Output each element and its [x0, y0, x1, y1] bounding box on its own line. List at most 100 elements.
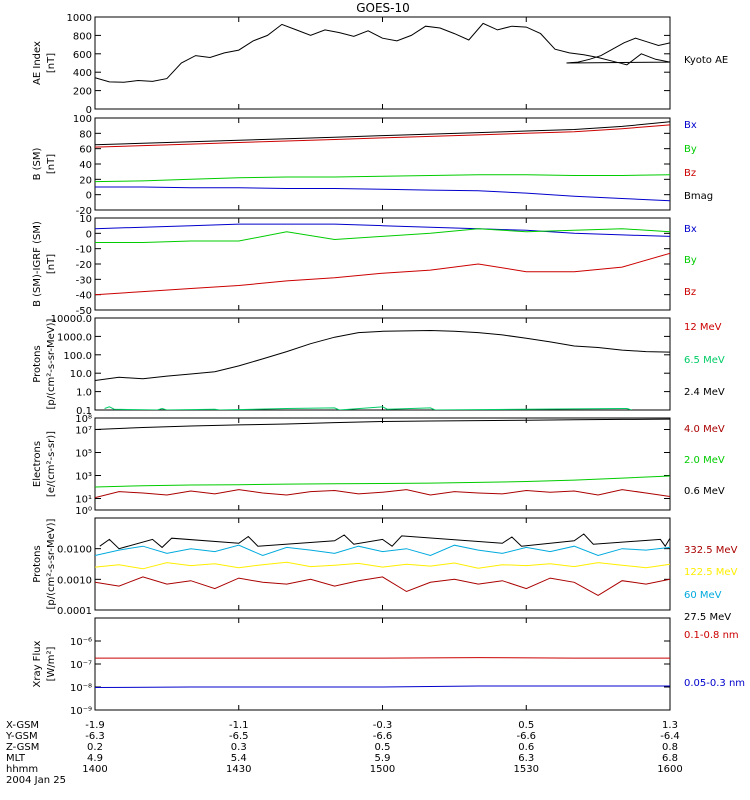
- legend-label: 2.0 MeV: [684, 455, 725, 466]
- y-axis-label: [e/(cm²-s-sr)]: [46, 431, 57, 497]
- y-tick-label: 10⁰: [75, 506, 92, 517]
- y-tick-label: 0: [86, 105, 92, 116]
- series-line: [95, 186, 670, 202]
- y-tick-label: 0: [86, 191, 92, 202]
- y-tick-label: 10⁻⁸: [70, 683, 92, 694]
- series-line: [95, 475, 670, 488]
- x-row-value: 4.9: [87, 753, 103, 764]
- chart-title: GOES-10: [356, 1, 410, 15]
- legend-label: Kyoto AE: [684, 55, 728, 66]
- legend-label: 60 MeV: [684, 590, 722, 601]
- series-line: [95, 223, 670, 237]
- x-row-value: -6.6: [516, 731, 536, 742]
- panel-frame: [94, 417, 671, 511]
- x-row-value: 1400: [82, 764, 107, 775]
- y-tick-label: 100: [73, 114, 92, 125]
- y-tick-label: 80: [79, 129, 92, 140]
- x-row-value: -1.9: [85, 720, 105, 731]
- y-tick-label: 10⁷: [75, 426, 92, 437]
- y-tick-label: 10.0: [70, 369, 92, 380]
- y-tick-label: 800: [73, 31, 92, 42]
- panel-frame: [94, 217, 671, 311]
- y-axis-label: Electrons: [32, 441, 43, 487]
- y-tick-label: 10: [79, 214, 92, 225]
- x-row-value: 0.5: [375, 742, 391, 753]
- x-row-value: 0.2: [87, 742, 103, 753]
- series-line: [95, 418, 670, 430]
- x-row-value: 1.3: [662, 720, 678, 731]
- x-row-label: hhmm: [6, 764, 38, 775]
- y-tick-label: 1000.0: [57, 332, 92, 343]
- x-row-value: 0.6: [518, 742, 534, 753]
- legend-label: By: [684, 144, 697, 155]
- panel-bsm: -20 0 20 40 60 80 100 B (SM) [nT] Bx By Bz Bmag: [32, 114, 713, 217]
- x-axis-table: X-GSM -1.9 -1.1 -0.3 0.5 1.3 Y-GSM -6.3 -6.5 -6.6…: [5, 720, 683, 786]
- panel-frame: [94, 617, 671, 711]
- y-tick-label: 10⁻⁷: [70, 660, 92, 671]
- x-row-value: 0.3: [231, 742, 247, 753]
- y-tick-label: 10⁻⁶: [70, 637, 92, 648]
- series-line: [95, 489, 670, 499]
- x-row-value: 0.5: [518, 720, 534, 731]
- y-tick-label: 10⁵: [75, 449, 92, 460]
- legend-label: 2.4 MeV: [684, 387, 725, 398]
- series-line: [95, 576, 670, 596]
- series-line: [95, 561, 670, 570]
- y-tick-label: -10: [76, 245, 92, 256]
- x-row-value: -0.3: [373, 720, 393, 731]
- series-line: [95, 544, 670, 557]
- y-tick-label: 10¹: [75, 495, 92, 506]
- x-row-value: -1.1: [229, 720, 249, 731]
- y-tick-label: 10000.0: [51, 314, 92, 325]
- y-tick-label: 40: [79, 160, 92, 171]
- y-tick-label: 0.0100: [57, 545, 92, 556]
- x-row-value: 6.3: [518, 753, 534, 764]
- series-line: [95, 252, 670, 296]
- legend-label: 122.5 MeV: [684, 567, 738, 578]
- y-tick-label: 0.1: [76, 406, 92, 417]
- y-axis-label: Xray Flux: [32, 640, 43, 687]
- y-tick-label: 0: [86, 229, 92, 240]
- y-tick-label: -20: [76, 206, 92, 217]
- series-line: [95, 685, 670, 688]
- series-line: [95, 657, 670, 659]
- legend-label: Bx: [684, 224, 697, 235]
- series-line: [95, 228, 670, 243]
- y-axis-label: B (SM): [32, 147, 43, 180]
- y-axis-label: [p/(cm²-s-sr-MeV)]: [46, 318, 57, 409]
- y-tick-label: -30: [76, 275, 92, 286]
- series-line: [95, 174, 670, 183]
- y-axis-label: [nT]: [46, 254, 57, 274]
- panel-protons_hi: 0.1 1.0 10.0 100.0 1000.0 10000.0 Protons [p/(c…: [32, 314, 725, 417]
- legend-label: 6.5 MeV: [684, 355, 725, 366]
- x-row-value: 1600: [657, 764, 682, 775]
- x-row-value: -6.6: [373, 731, 393, 742]
- x-axis-date: 2004 Jan 25: [6, 775, 66, 786]
- x-row-label: Y-GSM: [5, 731, 38, 742]
- y-tick-label: -20: [76, 260, 92, 271]
- legend-label: Bx: [684, 120, 697, 131]
- y-tick-label: 400: [73, 68, 92, 79]
- legend-label: 332.5 MeV: [684, 545, 738, 556]
- y-axis-label: Protons: [32, 545, 43, 582]
- y-tick-label: 100.0: [63, 351, 92, 362]
- y-tick-label: 10⁻⁹: [70, 706, 92, 717]
- series-line: [99, 533, 670, 550]
- y-tick-label: 1000: [67, 13, 92, 24]
- y-tick-label: 1.0: [76, 388, 92, 399]
- x-row-value: 1530: [514, 764, 539, 775]
- y-tick-label: 0.0001: [57, 606, 92, 617]
- x-row-label: Z-GSM: [6, 742, 39, 753]
- legend-label: 0.1-0.8 nm: [684, 630, 739, 641]
- x-row-value: 5.4: [231, 753, 247, 764]
- y-tick-label: 20: [79, 175, 92, 186]
- y-tick-label: 0.0010: [57, 575, 92, 586]
- x-row-label: X-GSM: [6, 720, 39, 731]
- y-axis-label: [p/(cm²-s-sr-MeV)]: [46, 518, 57, 609]
- y-tick-label: 200: [73, 87, 92, 98]
- y-axis-label: Protons: [32, 345, 43, 382]
- x-row-value: -6.4: [660, 731, 680, 742]
- x-row-value: 1430: [226, 764, 251, 775]
- series-line: [95, 22, 670, 83]
